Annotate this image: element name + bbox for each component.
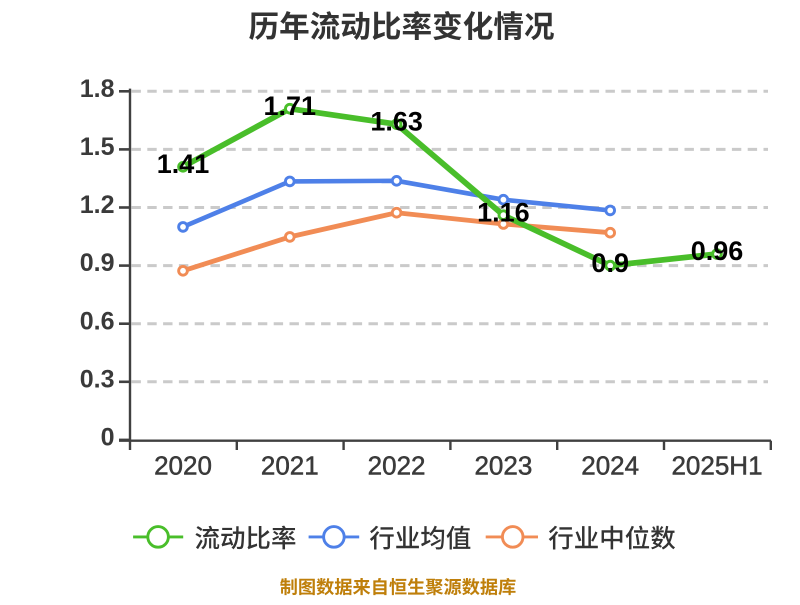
svg-text:1.63: 1.63 xyxy=(370,106,423,136)
svg-text:1.41: 1.41 xyxy=(157,149,210,179)
svg-text:2024: 2024 xyxy=(581,451,639,481)
svg-text:2025H1: 2025H1 xyxy=(671,451,762,481)
svg-text:0: 0 xyxy=(101,424,115,452)
svg-text:0.9: 0.9 xyxy=(591,248,629,278)
svg-text:1.5: 1.5 xyxy=(80,133,115,161)
svg-text:1.8: 1.8 xyxy=(80,75,115,103)
svg-text:0.96: 0.96 xyxy=(691,236,744,266)
svg-text:1.2: 1.2 xyxy=(80,191,115,219)
svg-text:2022: 2022 xyxy=(368,451,426,481)
svg-text:2020: 2020 xyxy=(154,451,212,481)
svg-text:2023: 2023 xyxy=(474,451,532,481)
svg-text:1.16: 1.16 xyxy=(477,197,530,227)
svg-text:1.71: 1.71 xyxy=(264,91,317,121)
svg-text:0.6: 0.6 xyxy=(80,307,115,335)
svg-text:0.9: 0.9 xyxy=(80,249,115,277)
svg-text:0.3: 0.3 xyxy=(80,365,115,393)
svg-text:2021: 2021 xyxy=(261,451,319,481)
